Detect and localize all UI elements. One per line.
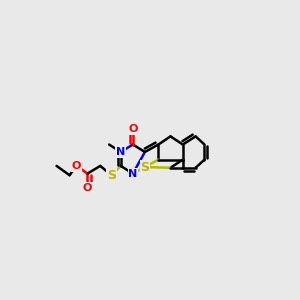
Text: S: S — [107, 169, 116, 182]
Text: O: O — [72, 161, 81, 171]
Text: O: O — [83, 182, 92, 193]
Text: N: N — [116, 147, 125, 157]
Text: N: N — [128, 169, 137, 178]
Text: S: S — [140, 160, 149, 174]
Text: O: O — [128, 124, 137, 134]
